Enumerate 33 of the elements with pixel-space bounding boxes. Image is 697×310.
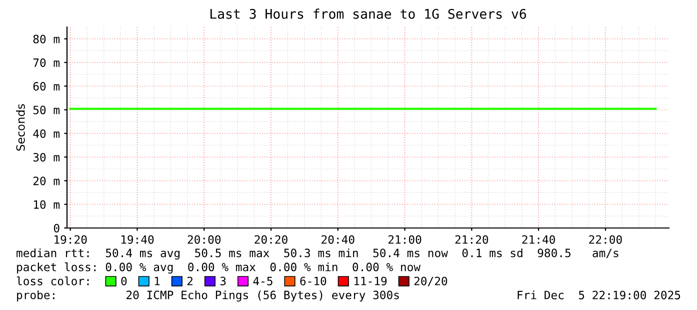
x-tick-label: 21:00 [388, 235, 422, 244]
x-tick-label: 20:40 [322, 235, 354, 244]
legend-label: 4-5 [253, 276, 272, 286]
x-tick-label: 21:20 [455, 235, 488, 244]
y-tick-label: 60 m [33, 82, 60, 91]
x-tick-label: 21:40 [522, 235, 555, 244]
y-tick-label: 40 m [33, 129, 60, 138]
y-axis-title: Seconds [16, 104, 25, 151]
x-tick-label: 20:00 [188, 235, 221, 244]
text: probe: 20 ICMP Echo Pings (56 Bytes) every 300s [17, 290, 399, 302]
text: Fri Dec 5 22:19:00 2025 [518, 290, 680, 300]
y-tick-label: 80 m [33, 34, 60, 44]
x-tick-label: 19:20 [54, 235, 87, 244]
text: median rtt: 50.4 ms avg 50.5 ms max 50.3 ms min 50.4 ms now 0.1 ms sd 980.5 am/s [16, 248, 618, 260]
y-tick-label: 0 [54, 224, 60, 233]
y-tick-label: 30 m [33, 152, 60, 162]
x-tick-label: 22:00 [589, 235, 622, 244]
y-tick-label: 10 m [34, 200, 60, 209]
legend-label: 3 [220, 276, 226, 286]
legend-label: 6-10 [300, 276, 326, 286]
legend-label: 2 [187, 276, 192, 286]
legend-label: 0 [121, 276, 127, 286]
text: packet loss: 0.00 % avg 0.00 % max 0.00 % min 0.00 % now [17, 262, 421, 274]
y-tick-label: 50 m [33, 106, 60, 114]
y-tick-label: 70 m [33, 58, 60, 67]
legend-label: 20/20 [414, 276, 448, 286]
chart-title: Last 3 Hours from sanae to 1G Servers v6 [210, 8, 526, 19]
x-tick-label: 20:20 [254, 235, 288, 244]
y-tick-label: 20 m [33, 176, 60, 186]
legend-title: loss color: [16, 276, 89, 286]
legend-label: 11-19 [354, 276, 387, 286]
legend-label: 1 [154, 276, 160, 286]
x-tick-label: 19:40 [121, 235, 154, 244]
